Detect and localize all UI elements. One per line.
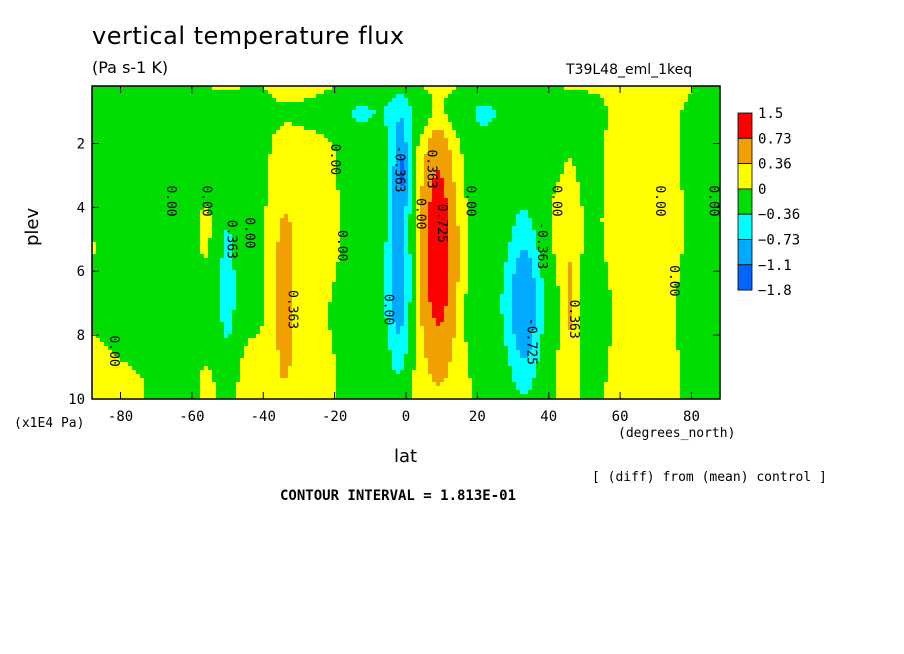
x-axis-label: lat	[394, 446, 418, 467]
x-tick-label: 0	[402, 409, 410, 425]
contour-label: 0.363	[423, 149, 438, 188]
x-tick-label: 20	[469, 409, 486, 425]
contour-label: 0.00	[163, 185, 178, 216]
legend-label: 0.73	[758, 131, 792, 147]
contour-label: 0.00	[199, 185, 214, 216]
legend-label: −1.8	[758, 283, 792, 299]
contour-label: 0.00	[106, 335, 121, 366]
y-tick-label: 4	[77, 200, 85, 216]
y-axis-units: (x1E4 Pa)	[14, 416, 85, 431]
contour-label: -0.725	[523, 318, 538, 365]
legend-swatch	[737, 264, 753, 291]
y-tick-label: 8	[77, 328, 85, 344]
contour-label: 0.363	[224, 220, 239, 259]
legend-label: 0	[758, 182, 766, 198]
legend-label: 0.36	[758, 157, 792, 173]
contour-interval: CONTOUR INTERVAL = 1.813E-01	[280, 488, 517, 504]
y-tick-label: 10	[68, 392, 85, 408]
legend-swatch	[737, 239, 753, 266]
color-legend: 1.5 0.73 0.36 0 −0.36 −0.73 −1.1 −1.8	[737, 106, 800, 299]
x-tick-label: -40	[251, 409, 276, 425]
contour-label: 0.00	[413, 198, 428, 229]
legend-swatch	[737, 163, 753, 190]
legend-swatch	[737, 188, 753, 215]
contour-label: 0.00	[652, 185, 667, 216]
chart-title: vertical temperature flux	[92, 22, 405, 50]
contour-label: 0.00	[381, 294, 396, 325]
contour-label: 0.363	[284, 290, 299, 329]
contour-label: 0.00	[705, 185, 720, 216]
y-tick-label: 2	[77, 136, 85, 152]
contour-label: 0.363	[566, 300, 581, 339]
x-tick-label: -80	[108, 409, 133, 425]
contour-label: 0.00	[327, 144, 342, 175]
legend-label: 1.5	[758, 106, 783, 122]
run-label: T39L48_eml_1keq	[566, 62, 693, 78]
contour-label: 0.00	[241, 217, 256, 248]
chart-subtitle: (Pa s-1 K)	[92, 58, 169, 77]
legend-label: −0.73	[758, 233, 800, 249]
legend-swatch	[737, 112, 753, 139]
contour-label: -0.363	[391, 146, 406, 193]
contour-label: 0.725	[434, 204, 449, 243]
x-tick-label: -60	[179, 409, 204, 425]
contour-label: 0.00	[463, 185, 478, 216]
legend-label: −0.36	[758, 207, 800, 223]
legend-label: −1.1	[758, 258, 792, 274]
diff-note: [ (diff) from (mean) control ]	[592, 470, 827, 485]
x-tick-label: 80	[683, 409, 700, 425]
x-tick-label: 40	[540, 409, 557, 425]
contour-label: 0.00	[548, 185, 563, 216]
y-axis-label: plev	[22, 207, 43, 246]
y-axis-ticks: 2 4 6 8 10	[68, 136, 720, 408]
legend-swatch	[737, 213, 753, 240]
contour-field	[92, 86, 720, 399]
x-axis-ticks: -80 -60 -40 -20 0 20 40 60 80	[108, 86, 700, 425]
contour-label: 0.00	[666, 265, 681, 296]
x-tick-label: -20	[322, 409, 347, 425]
contour-label: 0.00	[334, 230, 349, 261]
contour-label: -0.363	[534, 222, 549, 269]
contour-labels: 0.000.00 0.000.363 0.000.000.3630.00-0.363…	[106, 144, 720, 367]
x-axis-units: (degrees_north)	[618, 426, 736, 441]
x-tick-label: 60	[612, 409, 629, 425]
legend-swatch	[737, 137, 753, 165]
y-tick-label: 6	[77, 264, 85, 280]
